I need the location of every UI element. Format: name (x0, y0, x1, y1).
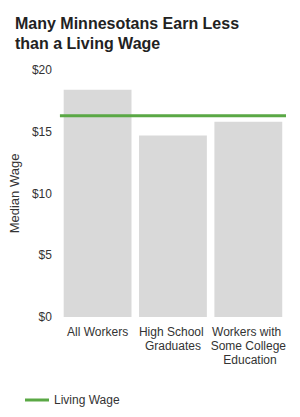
svg-text:$10: $10 (32, 187, 52, 201)
svg-text:Education: Education (220, 353, 277, 367)
svg-text:Some College: Some College (211, 339, 287, 353)
svg-text:Living Wage: Living Wage (54, 393, 120, 407)
svg-text:Workers with: Workers with (212, 325, 284, 339)
svg-text:$0: $0 (39, 310, 53, 324)
svg-text:than a Living Wage: than a Living Wage (15, 35, 160, 52)
svg-text:$15: $15 (32, 125, 52, 139)
svg-text:All Workers: All Workers (67, 325, 128, 339)
svg-text:Graduates: Graduates (145, 339, 201, 353)
svg-text:$5: $5 (39, 248, 53, 262)
svg-text:Many Minnesotans Earn Less: Many Minnesotans Earn Less (15, 15, 244, 32)
svg-text:Median Wage: Median Wage (7, 154, 22, 234)
svg-text:$20: $20 (32, 63, 52, 77)
svg-text:High School: High School (139, 325, 207, 339)
